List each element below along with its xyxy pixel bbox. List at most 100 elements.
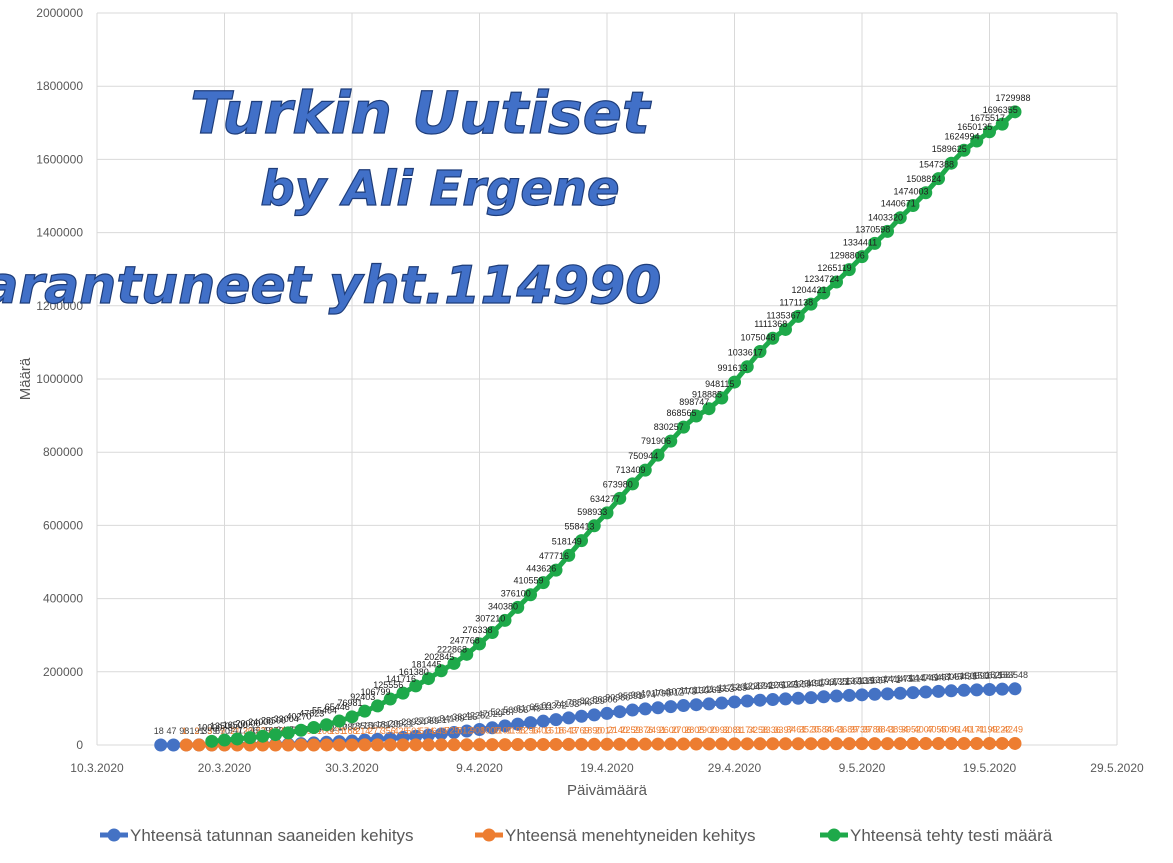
data-point bbox=[638, 463, 652, 477]
data-point bbox=[753, 693, 767, 707]
data-point bbox=[753, 737, 767, 751]
data-point bbox=[804, 691, 818, 705]
x-tick-label: 10.3.2020 bbox=[70, 761, 124, 775]
y-tick-label: 400000 bbox=[43, 592, 83, 606]
data-point bbox=[396, 738, 410, 752]
data-point bbox=[689, 409, 703, 423]
data-label: 74193 bbox=[554, 699, 579, 709]
data-point bbox=[677, 737, 690, 751]
data-point bbox=[460, 738, 474, 752]
data-label: 98 bbox=[179, 726, 189, 736]
data-label: 65111 bbox=[529, 702, 553, 712]
data-point bbox=[396, 686, 410, 700]
data-point bbox=[702, 737, 716, 751]
data-point bbox=[371, 738, 384, 752]
legend-swatch bbox=[107, 828, 121, 842]
data-label: 98674 bbox=[631, 690, 656, 700]
data-label: 2 bbox=[194, 726, 199, 736]
data-point bbox=[855, 737, 869, 751]
data-label: 82329 bbox=[580, 696, 605, 706]
data-label: 518149 bbox=[552, 536, 582, 546]
data-point bbox=[881, 687, 894, 701]
x-tick-label: 9.4.2020 bbox=[456, 761, 503, 775]
data-point bbox=[995, 682, 1009, 696]
data-point bbox=[307, 738, 321, 752]
data-point bbox=[766, 331, 780, 345]
data-point bbox=[842, 737, 856, 751]
x-tick-label: 29.4.2020 bbox=[708, 761, 762, 775]
data-label: 501 bbox=[406, 726, 421, 736]
y-tick-label: 600000 bbox=[43, 518, 83, 532]
data-label: 3641 bbox=[824, 725, 844, 735]
data-label: 477716 bbox=[539, 551, 569, 561]
data-point bbox=[460, 647, 474, 661]
data-label: 1033617 bbox=[728, 348, 763, 358]
data-label: 55464 bbox=[312, 706, 337, 716]
data-point bbox=[562, 548, 576, 562]
data-label: 3894 bbox=[888, 725, 908, 735]
data-label: 10827 bbox=[337, 722, 362, 732]
data-label: 750944 bbox=[628, 451, 658, 461]
data-point bbox=[983, 736, 996, 750]
data-label: 144749 bbox=[909, 673, 939, 683]
y-tick-label: 0 bbox=[76, 738, 83, 752]
y-tick-label: 2000000 bbox=[36, 6, 83, 20]
data-point bbox=[575, 737, 588, 751]
data-point bbox=[269, 738, 282, 752]
data-label: 131 bbox=[330, 726, 345, 736]
data-label: 3584 bbox=[812, 725, 832, 735]
x-tick-label: 9.5.2020 bbox=[839, 761, 886, 775]
data-label: 4055 bbox=[926, 725, 946, 735]
data-label: 168 bbox=[342, 726, 357, 736]
data-point bbox=[307, 720, 321, 734]
data-label: 9217 bbox=[327, 723, 347, 733]
data-label: 181445 bbox=[411, 660, 441, 670]
data-point bbox=[256, 729, 270, 743]
data-label: 4096 bbox=[939, 725, 959, 735]
x-tick-label: 20.3.2020 bbox=[198, 761, 252, 775]
data-label: 2017 bbox=[595, 725, 615, 735]
data-label: 101790 bbox=[641, 689, 671, 699]
data-point bbox=[638, 737, 652, 751]
data-label: 112261 bbox=[692, 685, 721, 695]
data-point bbox=[600, 706, 614, 720]
data-point bbox=[536, 737, 550, 751]
data-point bbox=[944, 156, 958, 170]
data-label: 1006 bbox=[480, 726, 500, 736]
data-point bbox=[881, 737, 894, 751]
data-point bbox=[460, 724, 474, 738]
data-label: 27069 bbox=[414, 716, 439, 726]
data-label: 558413 bbox=[564, 522, 594, 532]
series-line bbox=[211, 110, 1017, 744]
data-point bbox=[677, 420, 690, 434]
data-point bbox=[383, 692, 397, 706]
data-point bbox=[664, 700, 678, 714]
data-point bbox=[358, 738, 372, 752]
data-label: 95591 bbox=[618, 691, 643, 701]
data-label: 69392 bbox=[541, 701, 566, 711]
data-label: 359 bbox=[202, 726, 217, 736]
data-label: 191 bbox=[189, 726, 204, 736]
data-label: 33004 bbox=[274, 714, 299, 724]
data-point bbox=[715, 391, 729, 405]
data-point bbox=[817, 286, 831, 300]
watermark-text: by Ali Ergene bbox=[260, 161, 619, 217]
data-label: 791906 bbox=[641, 436, 671, 446]
data-label: 18135 bbox=[376, 719, 401, 729]
data-label: 4222 bbox=[990, 724, 1010, 734]
data-label: 52167 bbox=[490, 707, 515, 717]
data-label: 120204 bbox=[730, 682, 760, 692]
data-point bbox=[970, 683, 984, 697]
data-label: 13500 bbox=[210, 721, 235, 731]
data-point bbox=[728, 695, 741, 709]
data-label: 9 bbox=[220, 726, 225, 736]
data-point bbox=[549, 713, 563, 727]
data-point bbox=[409, 738, 423, 752]
data-label: 214 bbox=[355, 726, 370, 736]
data-point bbox=[243, 731, 257, 745]
data-label: 137115 bbox=[845, 676, 874, 686]
data-label: 222868 bbox=[437, 644, 467, 654]
data-point bbox=[715, 737, 729, 751]
data-point bbox=[485, 626, 499, 640]
